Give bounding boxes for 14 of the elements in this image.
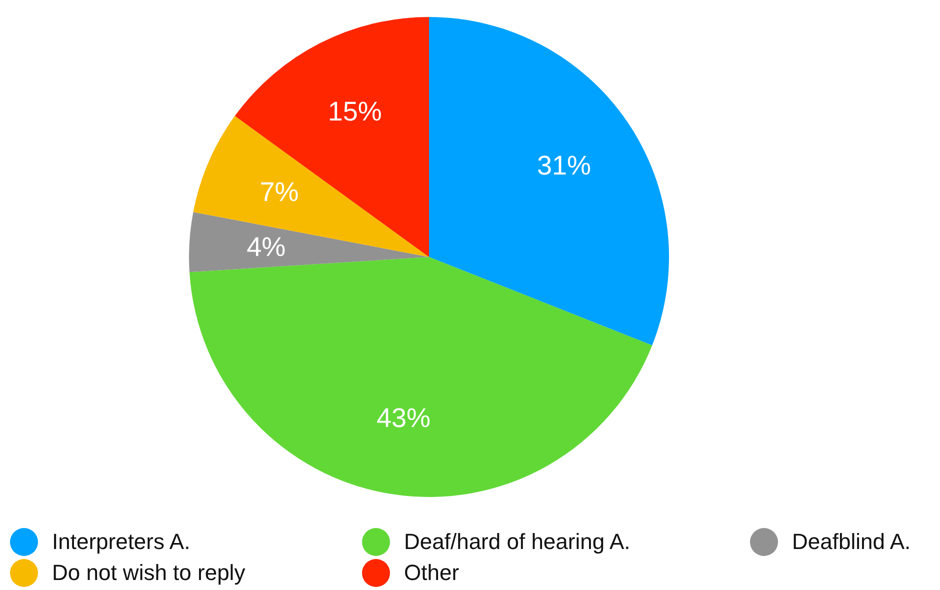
- pie-slice: [189, 257, 652, 497]
- pie-slice: [234, 17, 429, 257]
- legend-label: Deaf/hard of hearing A.: [404, 529, 630, 555]
- data-label: 31%: [536, 150, 592, 180]
- legend-label: Interpreters A.: [52, 529, 190, 555]
- legend-label: Do not wish to reply: [52, 560, 246, 586]
- pie-slice: [189, 212, 429, 272]
- data-label: 15%: [328, 96, 382, 127]
- pie-slice: [429, 17, 669, 346]
- legend-label: Deafblind A.: [792, 529, 911, 555]
- data-label: 43%: [376, 403, 430, 434]
- legend-label: Other: [404, 560, 460, 586]
- data-label: 4%: [246, 232, 286, 262]
- data-label: 7%: [260, 177, 299, 208]
